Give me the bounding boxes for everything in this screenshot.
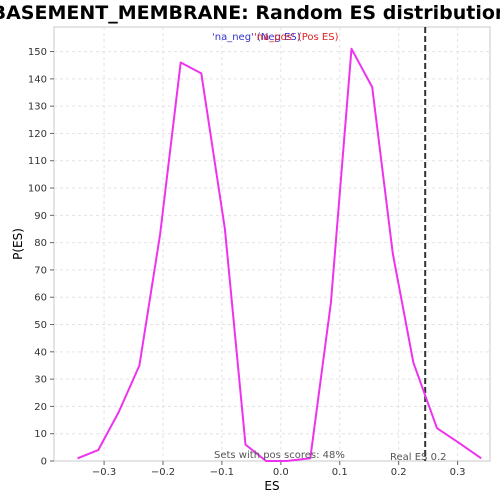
y-tick-label: 20 [34, 402, 47, 413]
legend-pos-entry: 'na_pos' (Pos ES) [254, 32, 339, 43]
x-tick-label: 0.3 [450, 467, 466, 478]
x-tick-label: −0.1 [210, 467, 234, 478]
axis-ticks: 0 10 20 30 40 50 60 70 80 90 100 110 120 130 140 150 −0.… [28, 47, 466, 478]
x-tick-label: 0.0 [273, 467, 289, 478]
chart-title: BASEMENT_MEMBRANE: Random ES distributio… [0, 2, 500, 24]
real-es-label: Real ES 0.2 [390, 452, 446, 463]
y-tick-label: 0 [41, 457, 47, 468]
x-tick-label: 0.2 [391, 467, 407, 478]
y-tick-label: 100 [28, 184, 47, 195]
y-tick-label: 130 [28, 102, 47, 113]
y-tick-label: 80 [34, 238, 47, 249]
x-tick-label: −0.3 [92, 467, 116, 478]
grid-lines [54, 27, 490, 461]
y-tick-label: 60 [34, 293, 47, 304]
y-tick-label: 70 [34, 265, 47, 276]
y-tick-label: 110 [28, 156, 47, 167]
x-tick-label: 0.1 [332, 467, 348, 478]
random-es-distribution-line [77, 47, 482, 462]
y-tick-label: 120 [28, 129, 47, 140]
x-axis-label: ES [264, 479, 279, 493]
y-axis-label: P(ES) [11, 228, 25, 260]
y-tick-label: 40 [34, 347, 47, 358]
x-tick-label: −0.2 [151, 467, 175, 478]
y-tick-label: 10 [34, 429, 47, 440]
y-tick-label: 90 [34, 211, 47, 222]
pos-scores-annotation: Sets with pos scores: 48% [214, 450, 345, 461]
legend-neg-entry: 'na_neg' (Neg ES) [212, 32, 301, 43]
plot-area [53, 26, 491, 462]
y-tick-label: 150 [28, 47, 47, 58]
y-tick-label: 30 [34, 375, 47, 386]
y-tick-label: 50 [34, 320, 47, 331]
y-tick-label: 140 [28, 74, 47, 85]
